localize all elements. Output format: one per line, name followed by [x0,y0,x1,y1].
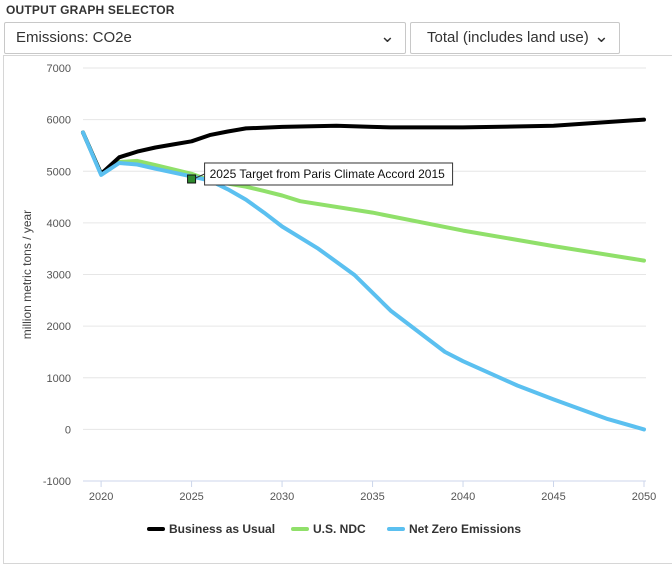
y-tick-label: 2000 [47,321,71,333]
scope-select[interactable]: Total (includes land use) ⌄ [410,22,620,54]
y-tick-label: 5000 [47,166,71,178]
y-tick-label: 6000 [47,115,71,127]
y-tick-label: 3000 [47,270,71,282]
chevron-down-icon: ⌄ [593,26,609,46]
scope-value: Total (includes land use) [427,29,589,46]
emissions-line-chart: -1000 0 1000 2000 3000 4000 5000 6000 7000 2020 20… [20,63,656,536]
series-line-net-zero-emissions [81,130,646,432]
y-tick-label: -1000 [43,476,71,488]
annotation-connector [195,173,205,179]
emissions-type-select[interactable]: Emissions: CO2e ⌄ [4,22,406,54]
series-line-business-as-usual [81,117,646,176]
legend-item[interactable]: Net Zero Emissions [409,522,521,536]
x-tick-label: 2025 [179,491,203,503]
legend-item[interactable]: U.S. NDC [313,522,366,536]
annotation-box [204,162,454,186]
chevron-down-icon: ⌄ [379,26,395,46]
y-tick-label: 4000 [47,218,71,230]
target-marker [187,174,197,184]
y-tick-label: 1000 [47,373,71,385]
x-tick-label: 2035 [360,491,384,503]
y-tick-label: 0 [65,424,71,436]
y-axis-label: million metric tons / year [20,210,34,339]
x-tick-label: 2040 [451,491,475,503]
x-tick-label: 2045 [541,491,565,503]
y-tick-label: 7000 [47,63,71,75]
chart-panel: -1000 0 1000 2000 3000 4000 5000 6000 7000 2020 20… [3,55,672,564]
legend-item[interactable]: Business as Usual [169,522,275,536]
x-tick-label: 2050 [632,491,656,503]
series-line-u-s-ndc [81,130,646,263]
x-tick-label: 2020 [89,491,113,503]
annotation-label: 2025 Target from Paris Climate Accord 20… [210,167,446,181]
section-title: OUTPUT GRAPH SELECTOR [6,3,175,17]
emissions-type-value: Emissions: CO2e [16,29,132,46]
x-tick-label: 2030 [270,491,294,503]
